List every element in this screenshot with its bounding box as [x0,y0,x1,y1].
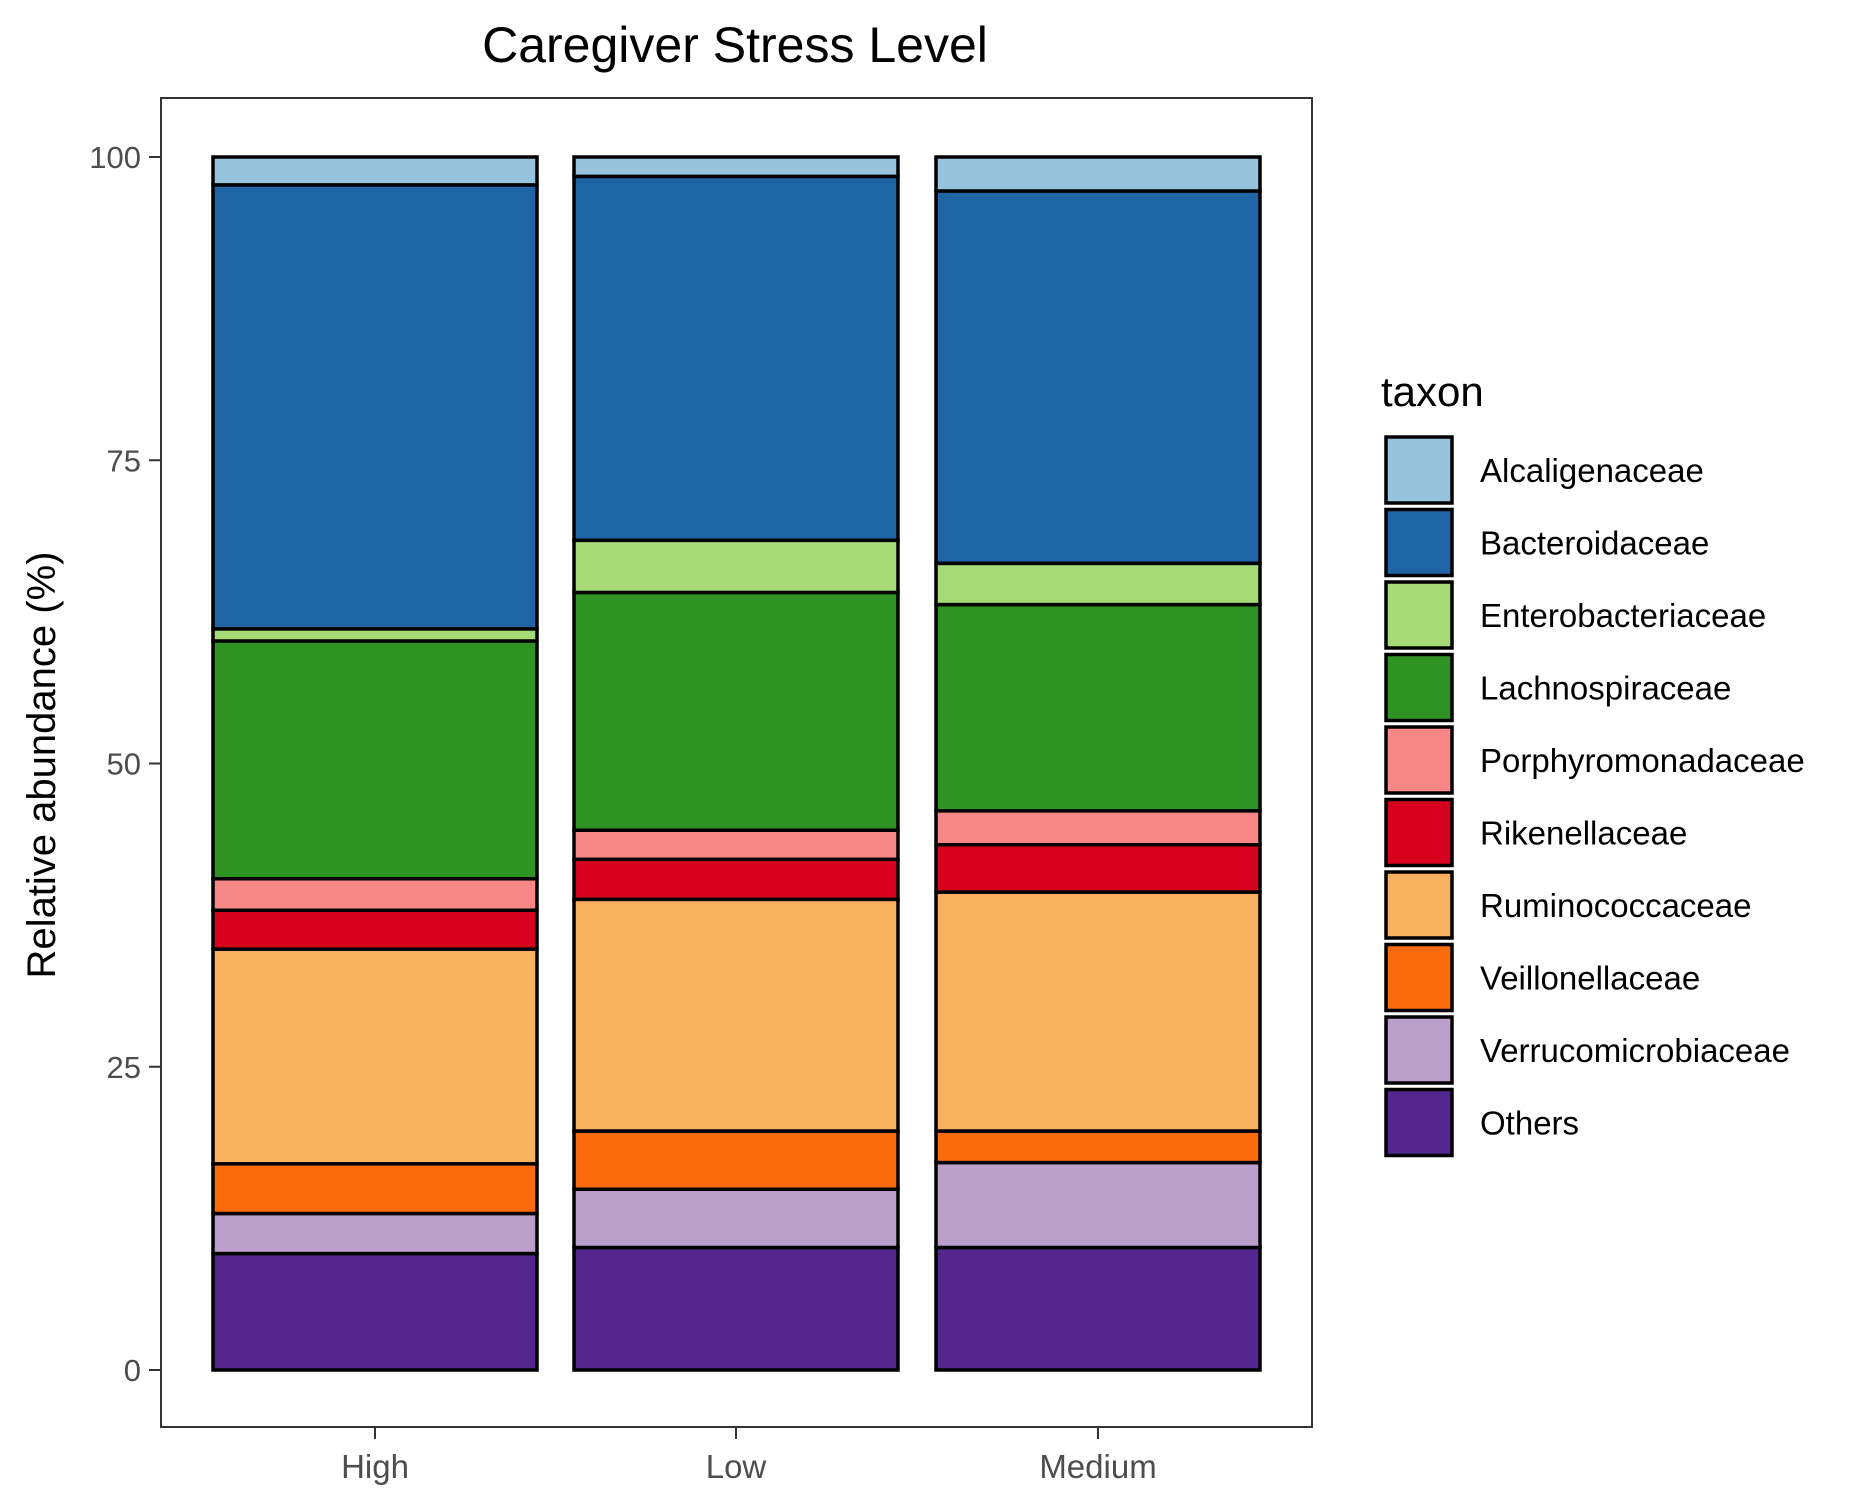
legend-label: Alcaligenaceae [1480,452,1704,489]
chart-title: Caregiver Stress Level [482,17,988,73]
legend-swatch [1384,1087,1454,1158]
bar-segment-medium-others [934,1245,1262,1372]
x-tick-label: High [341,1448,409,1485]
legend-label: Porphyromonadaceae [1480,742,1805,779]
bar-segment-medium-bacteroidaceae [934,189,1262,566]
y-tick-label: 75 [107,443,141,478]
bar-segment-high-bacteroidaceae [211,183,539,631]
legend-swatch [1384,942,1454,1013]
bar-segment-medium-lachnospiraceae [934,602,1262,813]
bar-segment-medium-rikenellaceae [934,843,1262,894]
y-tick-label: 25 [107,1050,141,1085]
legend-swatch [1384,580,1454,650]
bar-segment-medium-enterobacteriaceae [934,561,1262,607]
legend: taxon Alcaligenaceae Bacteroidaceae Entero… [1381,368,1805,1158]
bar-segment-low-bacteroidaceae [572,174,900,543]
legend-swatch [1384,725,1454,795]
bar-segment-medium-porphyromonadaceae [934,809,1262,847]
y-tick-label: 100 [89,140,141,175]
legend-swatch [1384,870,1454,940]
legend-label: Rikenellaceae [1480,815,1687,852]
bar-segment-high-ruminococcaceae [211,947,539,1166]
legend-label: Bacteroidaceae [1480,525,1709,562]
bar-segment-medium-veillonellaceae [934,1129,1262,1165]
bar-segment-low-others [572,1245,900,1372]
legend-swatch [1384,797,1454,868]
bar-segment-low-verrucomicrobiaceae [572,1187,900,1250]
bar-group [211,155,1262,1372]
y-axis: 0 25 50 75 100 [89,140,161,1388]
legend-swatch [1384,507,1454,578]
bar-segment-low-ruminococcaceae [572,897,900,1133]
bar-segment-medium-alcaligenaceae [934,155,1262,193]
legend-label: Ruminococcaceae [1480,887,1751,924]
bar-segment-low-rikenellaceae [572,857,900,902]
bar-segment-low-alcaligenaceae [572,155,900,179]
y-axis-label: Relative abundance (%) [20,552,64,979]
bar-segment-high-enterobacteriaceae [211,627,539,643]
x-tick-label: Low [706,1448,767,1485]
legend-label: Veillonellaceae [1480,960,1700,997]
bar-segment-high-lachnospiraceae [211,639,539,881]
bar-segment-high-veillonellaceae [211,1162,539,1216]
legend-label: Others [1480,1105,1579,1142]
legend-swatch [1384,435,1454,505]
legend-title: taxon [1381,368,1484,415]
x-tick-label: Medium [1039,1448,1156,1485]
bar-segment-high-rikenellaceae [211,908,539,951]
legend-label: Verrucomicrobiaceae [1480,1032,1790,1069]
bar-segment-high-verrucomicrobiaceae [211,1211,539,1256]
bar-segment-medium-verrucomicrobiaceae [934,1160,1262,1250]
bar-segment-low-lachnospiraceae [572,590,900,832]
y-tick-label: 0 [124,1353,141,1388]
legend-label: Enterobacteriaceae [1480,597,1766,634]
bar-segment-low-porphyromonadaceae [572,828,900,862]
x-axis: High Low Medium [341,1427,1157,1485]
legend-label: Lachnospiraceae [1480,670,1731,707]
y-tick-label: 50 [107,747,141,782]
legend-swatch [1384,652,1454,723]
bar-segment-low-enterobacteriaceae [572,538,900,595]
bar-segment-high-porphyromonadaceae [211,876,539,913]
bar-segment-low-veillonellaceae [572,1129,900,1192]
bar-segment-medium-ruminococcaceae [934,890,1262,1133]
bar-segment-high-others [211,1251,539,1372]
legend-swatch [1384,1015,1454,1085]
bar-segment-high-alcaligenaceae [211,155,539,187]
